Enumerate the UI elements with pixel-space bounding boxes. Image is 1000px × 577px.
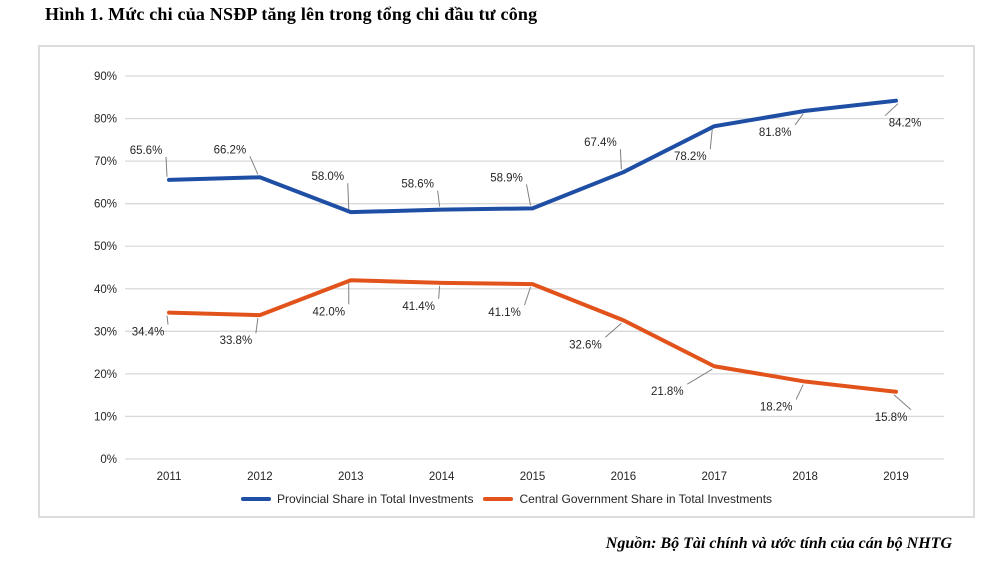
y-tick-label: 70%	[94, 156, 117, 168]
label-leader-line	[619, 149, 622, 170]
x-tick-label: 2018	[792, 471, 818, 483]
x-tick-label: 2015	[520, 471, 546, 483]
data-label: 58.6%	[401, 179, 434, 191]
label-leader-line	[255, 318, 259, 334]
data-label: 33.8%	[220, 335, 253, 347]
chart-area: 0% 10% 20% 30% 40% 50% 60% 70% 80% 90% 2011 2012 201…	[38, 45, 975, 518]
series-line-provincial	[167, 98, 898, 215]
label-leader-line	[347, 183, 350, 210]
label-leader-line	[605, 322, 622, 338]
data-label: 66.2%	[214, 144, 247, 156]
label-leader-line	[795, 384, 804, 400]
data-label: 42.0%	[312, 306, 345, 318]
label-leader-line	[526, 184, 531, 206]
x-tick-label: 2013	[338, 471, 364, 483]
x-tick-label: 2014	[429, 471, 455, 483]
label-leader-line	[709, 129, 713, 150]
data-label: 21.8%	[651, 386, 684, 398]
data-label: 67.4%	[584, 137, 617, 149]
data-label: 32.6%	[569, 339, 602, 351]
y-tick-label: 30%	[94, 326, 117, 338]
label-leader-line	[884, 103, 899, 117]
data-label: 58.9%	[490, 172, 523, 184]
label-leader-line	[249, 156, 259, 175]
data-label: 18.2%	[760, 402, 793, 414]
data-label: 41.4%	[402, 301, 435, 313]
y-tick-label: 80%	[94, 114, 117, 126]
data-label: 41.1%	[488, 307, 521, 319]
y-tick-label: 40%	[94, 284, 117, 296]
label-leader-line	[893, 394, 912, 411]
data-label: 65.6%	[130, 145, 163, 157]
y-tick-label: 0%	[100, 454, 117, 466]
figure-title: Hình 1. Mức chi của NSĐP tăng lên trong …	[45, 4, 538, 24]
y-tick-label: 60%	[94, 199, 117, 211]
label-leader-line	[437, 190, 441, 207]
x-tick-label: 2016	[611, 471, 637, 483]
series-line-central	[167, 278, 898, 394]
provincial-series-key-icon	[240, 497, 271, 501]
label-leader-line	[165, 156, 168, 177]
data-label: 84.2%	[889, 118, 922, 130]
label-leader-line	[686, 368, 713, 385]
x-tick-label: 2011	[157, 471, 182, 483]
x-tick-label: 2017	[701, 471, 727, 483]
data-label: 78.2%	[674, 151, 707, 163]
label-leader-line	[794, 113, 804, 126]
y-tick-label: 90%	[94, 71, 117, 83]
y-tick-label: 20%	[94, 369, 117, 381]
data-label: 58.0%	[311, 171, 344, 183]
central-series-key-icon	[483, 497, 514, 501]
label-leader-line	[438, 285, 441, 299]
x-tick-label: 2019	[883, 471, 909, 483]
chart-legend: Provincial Share in Total Investments Ce…	[40, 492, 973, 506]
x-tick-label: 2012	[247, 471, 273, 483]
line-chart: 0% 10% 20% 30% 40% 50% 60% 70% 80% 90% 2011 2012 201…	[94, 71, 944, 483]
label-leader-line	[166, 315, 169, 325]
legend-item-central: Central Government Share in Total Invest…	[483, 492, 772, 506]
legend-label-central: Central Government Share in Total Invest…	[519, 492, 773, 506]
legend-label-provincial: Provincial Share in Total Investments	[276, 492, 474, 506]
data-label: 81.8%	[759, 127, 792, 139]
data-label: 34.4%	[132, 327, 165, 339]
data-label: 15.8%	[875, 412, 908, 424]
label-leader-line	[524, 286, 531, 306]
legend-item-provincial: Provincial Share in Total Investments	[240, 492, 474, 506]
y-tick-label: 50%	[94, 241, 117, 253]
source-note: Nguồn: Bộ Tài chính và ước tính của cán …	[605, 535, 952, 552]
y-tick-label: 10%	[94, 411, 117, 423]
